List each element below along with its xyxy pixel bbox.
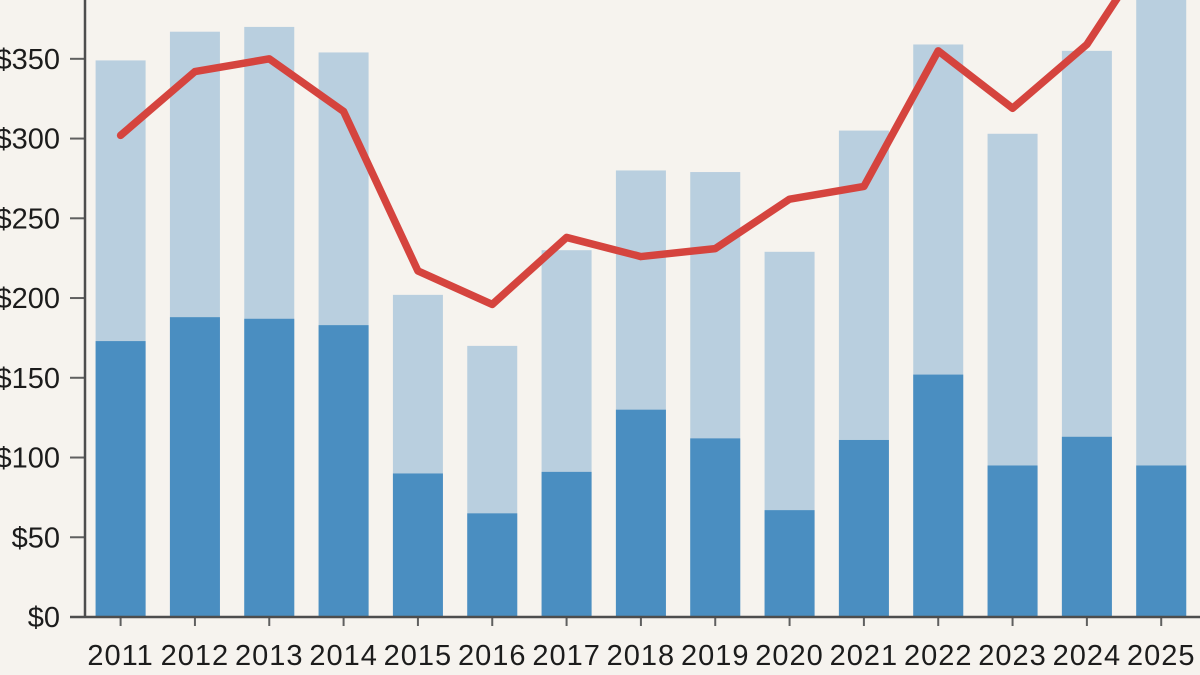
x-tick-label-2013: 2013 (235, 640, 304, 672)
bar-lower-2024 (1061, 436, 1112, 617)
x-tick-label-2020: 2020 (755, 640, 824, 672)
bar-lower-2019 (690, 438, 741, 617)
bar-lower-2014 (318, 325, 369, 617)
bar-lower-2016 (467, 513, 518, 617)
x-tick-label-2023: 2023 (978, 640, 1047, 672)
bar-lower-2011 (95, 341, 146, 617)
y-tick-label-100: $100 (0, 443, 60, 475)
bar-lower-2025 (1136, 465, 1187, 617)
x-tick-label-2024: 2024 (1053, 640, 1122, 672)
bar-lower-2015 (392, 473, 443, 617)
y-tick-label-150: $150 (0, 363, 60, 395)
x-tick-label-2015: 2015 (384, 640, 453, 672)
y-tick-label-0: $0 (28, 602, 60, 634)
bar-lower-2023 (987, 465, 1038, 617)
bar-lower-2012 (169, 317, 220, 617)
y-tick-label-250: $250 (0, 203, 60, 235)
bar-lower-2022 (913, 374, 964, 617)
bar-lower-2021 (838, 439, 889, 617)
bar-lower-2013 (244, 318, 295, 617)
red-trend-line (116, 0, 1121, 309)
bar-lower-2020 (764, 510, 815, 617)
y-tick-label-50: $50 (12, 522, 60, 554)
x-tick-label-2014: 2014 (309, 640, 378, 672)
x-tick-label-2011: 2011 (87, 640, 153, 672)
y-tick-label-350: $350 (0, 44, 60, 76)
y-tick-label-200: $200 (0, 283, 60, 315)
bar-lower-2018 (615, 409, 666, 617)
x-tick-label-2019: 2019 (681, 640, 750, 672)
y-tick-label-300: $300 (0, 124, 60, 156)
x-tick-label-2016: 2016 (458, 640, 527, 672)
x-tick-label-2018: 2018 (607, 640, 676, 672)
x-tick-label-2022: 2022 (904, 640, 973, 672)
x-tick-label-2025: 2025 (1127, 640, 1196, 672)
x-tick-label-2012: 2012 (161, 640, 230, 672)
x-tick-label-2017: 2017 (532, 640, 601, 672)
x-tick-label-2021: 2021 (830, 640, 899, 672)
bar-lower-2017 (541, 471, 592, 617)
